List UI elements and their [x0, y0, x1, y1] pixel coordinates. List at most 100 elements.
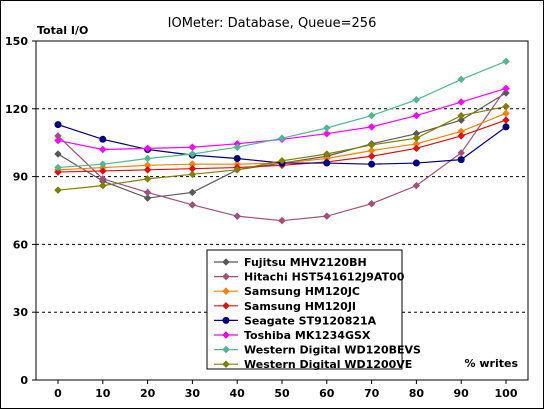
legend-item: Samsung HM120JC	[214, 285, 360, 298]
data-point	[54, 163, 62, 172]
data-point	[367, 199, 376, 208]
data-point	[188, 200, 197, 209]
x-tick-label: 80	[409, 387, 425, 400]
y-tick-label: 60	[13, 238, 29, 251]
x-tick-label: 70	[364, 387, 380, 400]
data-point	[98, 167, 107, 175]
data-point	[99, 135, 107, 143]
legend-item: Samsung HM120JI	[214, 300, 356, 313]
data-point	[367, 141, 376, 149]
data-point	[143, 144, 152, 153]
data-point	[412, 95, 421, 104]
data-point	[502, 57, 510, 66]
data-point	[98, 160, 107, 169]
data-point	[368, 160, 376, 168]
data-point	[54, 168, 62, 176]
legend-swatch-marker	[222, 360, 230, 369]
legend-swatch-marker	[222, 272, 230, 281]
legend-label: Samsung HM120JC	[244, 285, 360, 298]
y-tick-label: 90	[13, 171, 29, 184]
legend-item: Fujitsu MHV2120BH	[214, 256, 367, 269]
tick-layer: 0 30 60 90 120 150 0 10 20 30 40 50 60 70 80 90 100	[5, 35, 518, 400]
legend-swatch-marker	[222, 258, 230, 266]
chart-title: IOMeter: Database, Queue=256	[168, 16, 377, 31]
data-point	[143, 154, 152, 163]
data-point	[412, 111, 421, 120]
data-point	[54, 136, 62, 145]
data-point	[188, 188, 197, 197]
data-point	[412, 144, 421, 153]
legend-item: Western Digital WD120BEVS	[214, 344, 421, 357]
data-point	[367, 152, 376, 161]
legend-item: Western Digital WD1200VE	[214, 358, 412, 371]
data-point	[457, 132, 466, 140]
data-point	[323, 159, 331, 167]
legend-swatch-marker	[222, 345, 230, 354]
x-tick-label: 100	[495, 387, 518, 400]
legend-label: Western Digital WD1200VE	[244, 358, 412, 371]
data-point	[457, 75, 466, 84]
data-point	[143, 165, 152, 174]
y-tick-label: 30	[13, 306, 29, 319]
y-tick-label: 150	[5, 35, 28, 48]
data-point	[54, 186, 62, 195]
data-point	[278, 134, 286, 143]
data-point	[98, 181, 107, 190]
data-point	[98, 145, 107, 154]
legend: Fujitsu MHV2120BH Hitachi HST541612J9AT00…	[206, 249, 421, 371]
data-point	[457, 111, 466, 120]
x-tick-label: 40	[230, 387, 246, 400]
data-point	[143, 175, 152, 183]
series-7	[54, 57, 510, 172]
x-axis-title: % writes	[465, 357, 519, 370]
data-point	[322, 150, 331, 158]
data-point	[412, 181, 421, 190]
series-layer	[54, 57, 510, 225]
x-tick-label: 20	[140, 387, 156, 400]
legend-label: Hitachi HST541612J9AT00	[244, 271, 405, 284]
data-point	[412, 159, 420, 167]
legend-label: Western Digital WD120BEVS	[244, 344, 421, 357]
x-tick-label: 50	[274, 387, 290, 400]
legend-item: Toshiba MK1234GSX	[214, 329, 371, 342]
legend-box	[206, 249, 403, 370]
x-tick-label: 10	[95, 387, 111, 400]
data-point	[502, 123, 510, 131]
series-8	[54, 102, 510, 195]
data-point	[54, 121, 62, 129]
data-point	[143, 194, 152, 202]
data-point	[457, 156, 465, 164]
data-point	[188, 170, 197, 179]
y-tick-label: 0	[20, 374, 28, 387]
legend-swatch-marker	[222, 301, 230, 310]
data-point	[233, 212, 242, 221]
data-point	[502, 102, 510, 111]
x-tick-label: 30	[185, 387, 201, 400]
data-point	[233, 143, 242, 152]
data-point	[54, 150, 62, 158]
data-point	[457, 116, 466, 124]
data-point	[278, 156, 286, 165]
legend-label: Toshiba MK1234GSX	[244, 329, 371, 342]
legend-label: Seagate ST9120821A	[244, 314, 377, 327]
x-tick-label: 0	[54, 387, 62, 400]
data-point	[143, 188, 152, 197]
legend-label: Fujitsu MHV2120BH	[244, 256, 367, 269]
legend-swatch-marker	[222, 331, 230, 339]
data-point	[278, 216, 286, 225]
data-point	[233, 165, 242, 174]
data-point	[457, 98, 466, 106]
y-axis-title: Total I/O	[37, 24, 88, 37]
legend-item: Seagate ST9120821A	[214, 314, 377, 327]
legend-swatch-marker	[222, 287, 230, 296]
legend-swatch-marker	[222, 316, 230, 324]
x-tick-label: 90	[454, 387, 470, 400]
x-tick-label: 60	[319, 387, 335, 400]
data-point	[367, 111, 376, 120]
data-point	[322, 124, 331, 132]
data-point	[322, 129, 331, 138]
data-point	[367, 123, 376, 131]
y-tick-label: 120	[5, 103, 28, 116]
